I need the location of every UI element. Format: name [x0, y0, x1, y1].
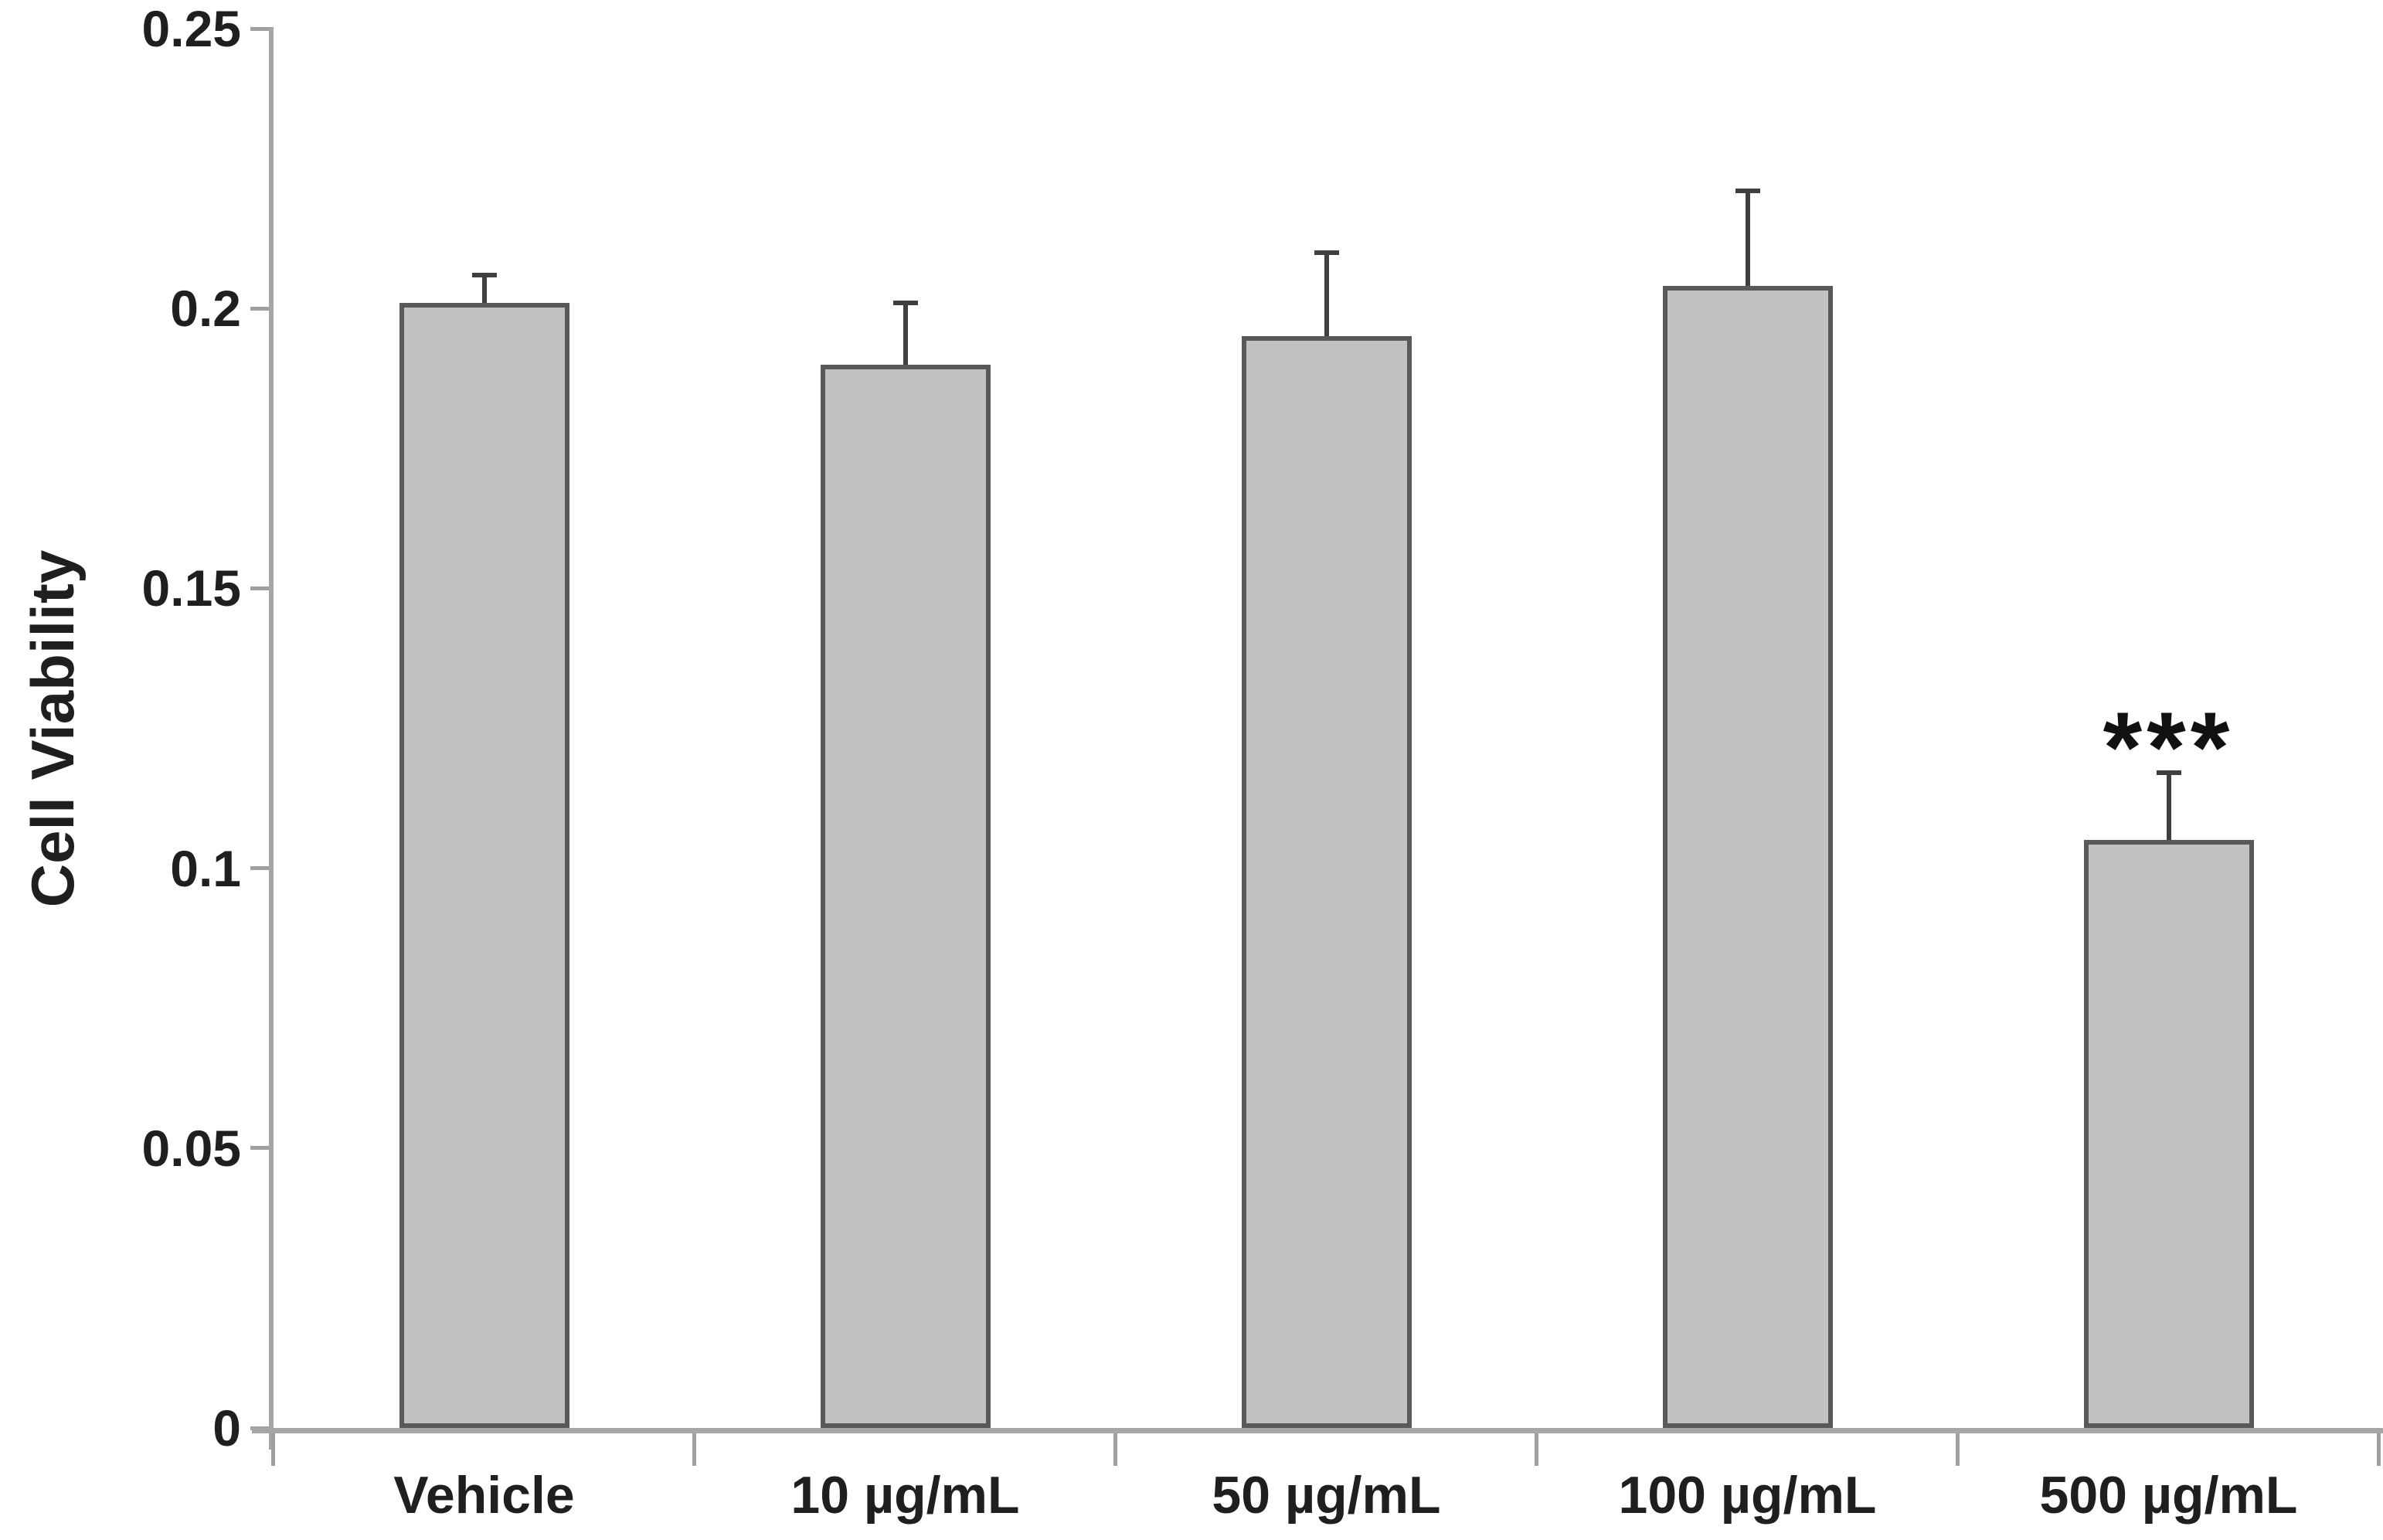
- bar: [820, 364, 991, 1428]
- error-bar-cap: [1735, 189, 1760, 194]
- x-boundary-tick-mark: [1113, 1433, 1117, 1466]
- bar: [1241, 336, 1412, 1428]
- error-bar-line: [2166, 773, 2171, 841]
- error-bar-cap: [2156, 770, 2181, 776]
- y-tick-mark: [250, 1146, 274, 1151]
- x-boundary-tick-mark: [692, 1433, 696, 1466]
- bar: [399, 302, 569, 1428]
- y-tick-label: 0.2: [170, 280, 241, 338]
- error-bar-line: [1324, 252, 1329, 337]
- y-tick-mark: [250, 26, 274, 31]
- x-category-label: 100 µg/mL: [1618, 1466, 1877, 1525]
- bar: [1662, 286, 1833, 1428]
- y-tick-mark: [250, 866, 274, 871]
- error-bar-line: [481, 274, 487, 303]
- x-boundary-tick-mark: [271, 1433, 275, 1466]
- y-tick-label: 0.25: [141, 0, 241, 57]
- y-tick-label: 0.1: [170, 839, 241, 897]
- x-axis-line: [252, 1428, 2383, 1433]
- y-tick-label: 0: [212, 1399, 241, 1457]
- x-category-label: 500 µg/mL: [2039, 1466, 2298, 1525]
- x-boundary-tick-mark: [1535, 1433, 1538, 1466]
- error-bar-line: [903, 302, 908, 365]
- y-tick-mark: [250, 306, 274, 311]
- x-category-label: Vehicle: [393, 1466, 575, 1525]
- x-category-label: 50 µg/mL: [1212, 1466, 1441, 1525]
- x-boundary-tick-mark: [1956, 1433, 1960, 1466]
- y-axis-line: [269, 29, 274, 1450]
- error-bar-cap: [1314, 250, 1339, 255]
- error-bar-cap: [471, 272, 497, 277]
- y-tick-label: 0.05: [141, 1119, 241, 1177]
- y-tick-mark: [250, 586, 274, 590]
- y-axis-title: Cell Viability: [19, 549, 87, 908]
- y-tick-label: 0.15: [141, 559, 241, 617]
- x-boundary-tick-mark: [2377, 1433, 2381, 1466]
- significance-label: ***: [2103, 691, 2235, 804]
- x-category-label: 10 µg/mL: [790, 1466, 1020, 1525]
- error-bar-cap: [892, 300, 918, 305]
- bar: [2083, 840, 2254, 1428]
- error-bar-line: [1745, 191, 1750, 287]
